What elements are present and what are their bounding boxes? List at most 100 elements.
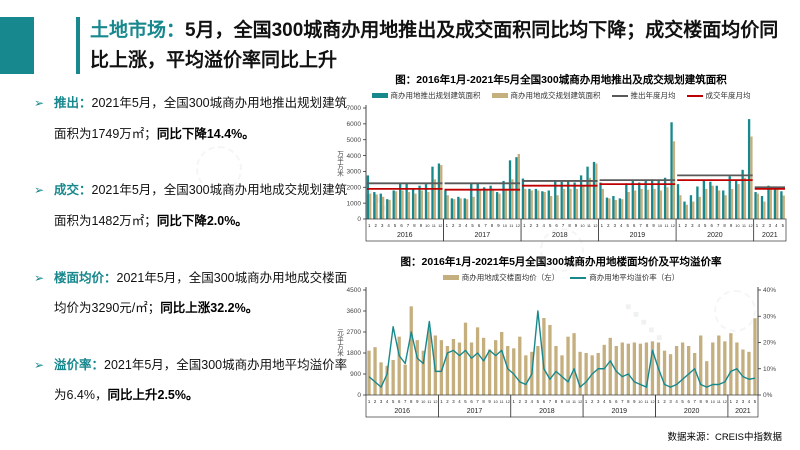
x-tick-month: 6	[398, 399, 401, 404]
bar-floor-price	[662, 350, 667, 395]
x-tick-month: 9	[488, 399, 491, 404]
x-tick-month: 1	[368, 223, 371, 228]
bar-deal	[575, 188, 579, 219]
bar-supply	[476, 182, 479, 219]
x-tick-month: 3	[458, 223, 461, 228]
x-tick-month: 5	[471, 223, 474, 228]
bar-floor-price	[403, 364, 407, 395]
x-tick-year: 2017	[467, 408, 483, 415]
bar-floor-price	[506, 346, 510, 395]
x-tick-month: 10	[503, 224, 507, 228]
y-axis-title: 万平方米	[336, 150, 344, 178]
bar-deal	[511, 179, 514, 219]
bar-supply	[702, 180, 706, 219]
bar-deal	[724, 195, 727, 219]
x-tick-month: 1	[513, 399, 516, 404]
x-tick-month: 5	[392, 399, 395, 404]
x-tick-month: 10	[566, 400, 570, 404]
legend-label: 成交年度月均	[705, 91, 751, 100]
bar-floor-price	[693, 353, 697, 395]
bullet-text: 推出：2021年5月，全国300城商办用地推出规划建筑面积为1749万㎡；同比下…	[54, 88, 356, 149]
bar-floor-price	[469, 342, 474, 395]
x-tick-month: 1	[730, 399, 733, 404]
x-tick-month: 9	[730, 223, 733, 228]
bullet-launch: ➢ 推出：2021年5月，全国300城商办用地推出规划建筑面积为1749万㎡；同…	[34, 88, 356, 149]
bar-deal	[407, 192, 411, 219]
bar-deal	[478, 190, 482, 219]
y-tick-label-left: 3600	[347, 308, 362, 315]
bar-deal	[601, 188, 604, 219]
bar-supply	[709, 181, 712, 219]
x-tick-month: 5	[394, 223, 397, 228]
x-tick-month: 3	[525, 399, 528, 404]
x-tick-month: 1	[440, 399, 443, 404]
bar-deal	[517, 153, 520, 219]
bar-supply	[625, 183, 628, 219]
x-tick-month: 3	[742, 399, 745, 404]
x-tick-year: 2020	[684, 408, 700, 415]
x-tick-month: 9	[633, 399, 636, 404]
bar-supply	[489, 185, 492, 219]
x-tick-month: 2	[374, 223, 377, 228]
bar-supply	[760, 196, 764, 219]
bar-floor-price	[409, 306, 413, 395]
bar-deal	[465, 199, 469, 219]
x-tick-month: 9	[420, 223, 423, 228]
bar-deal	[537, 190, 540, 219]
bar-deal	[433, 179, 436, 219]
bar-floor-price	[512, 348, 516, 395]
x-tick-month: 1	[678, 223, 681, 228]
bullet-highlight: 同比下降14.4%。	[156, 126, 255, 141]
bar-deal	[595, 163, 598, 219]
x-tick-month: 7	[549, 399, 552, 404]
bullet-body: 2021年5月，全国300城商办用地平均溢价率为6.4%，	[54, 357, 348, 403]
bar-supply	[411, 188, 415, 219]
bar-deal	[621, 199, 624, 219]
x-tick-month: 1	[446, 223, 449, 228]
bar-floor-price	[590, 355, 594, 395]
tan-bar-swatch-icon	[491, 93, 508, 98]
y-tick-label: 2000	[347, 184, 362, 191]
x-axis-year-box	[753, 218, 787, 242]
watermark-circle	[714, 290, 756, 332]
bar-supply	[586, 166, 589, 219]
page-title: 土地市场：5月，全国300城商办用地推出及成交面积同比均下降；成交楼面均价同比上…	[90, 16, 792, 77]
x-tick-month: 12	[438, 224, 442, 228]
x-tick-month: 2	[374, 399, 377, 404]
chart2-price-premium-area: 0 900 1800 2700 3600 4500 元/平方米 0% 10% 20% 30% 40% 1…	[336, 287, 776, 418]
x-tick-year: 2018	[539, 408, 555, 415]
x-tick-month: 12	[723, 400, 727, 404]
bar-floor-price	[421, 350, 425, 395]
bar-supply	[373, 192, 376, 219]
bar-supply	[773, 186, 777, 219]
bar-floor-price	[487, 349, 492, 395]
bar-supply	[741, 169, 744, 219]
bar-deal	[375, 194, 378, 219]
bar-supply	[722, 190, 725, 219]
bar-floor-price	[729, 333, 733, 395]
x-tick-month: 8	[413, 223, 416, 228]
x-tick-month: 2	[607, 223, 610, 228]
x-tick-month: 12	[516, 224, 520, 228]
x-tick-month: 8	[482, 399, 485, 404]
legend-label: 商办用地成交规划建筑面积	[510, 91, 601, 100]
bar-floor-price	[753, 318, 757, 395]
y-tick-label-right: 30%	[763, 313, 776, 320]
x-tick-month: 10	[580, 224, 584, 228]
bar-floor-price	[451, 339, 456, 395]
bar-floor-price	[596, 353, 600, 395]
bullet-label: 楼面均价：	[54, 270, 117, 285]
bullet-label: 溢价率：	[54, 357, 105, 372]
x-tick-month: 5	[609, 399, 612, 404]
arrow-bullet-icon: ➢	[34, 183, 45, 198]
x-tick-month: 11	[664, 224, 668, 228]
charts-panel: 图：2016年1月-2021年5月全国300城商办用地推出及成交规划建筑面积 商…	[330, 72, 792, 443]
x-tick-month: 4	[603, 399, 606, 404]
bar-deal	[459, 198, 462, 219]
tan-bar-swatch-icon	[442, 275, 459, 280]
x-tick-month: 2	[663, 399, 666, 404]
legend-label: 商办用地成交楼面均价（左）	[461, 273, 560, 282]
bar-floor-price	[674, 346, 679, 395]
